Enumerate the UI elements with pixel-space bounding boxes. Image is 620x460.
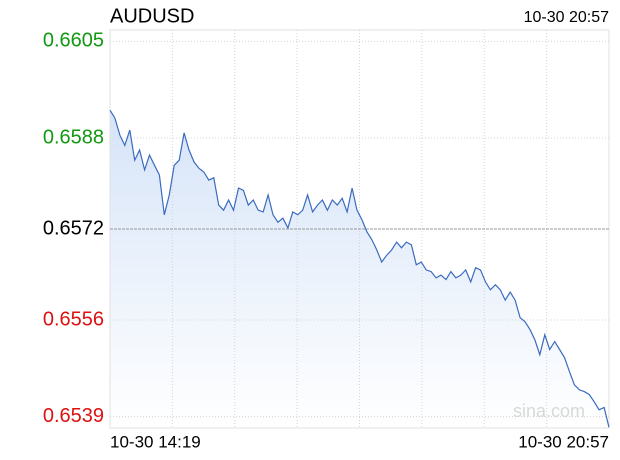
x-tick-label: 10-30 14:19	[110, 432, 201, 451]
line	[109, 109, 610, 428]
y-tick-label: 0.6556	[43, 308, 104, 330]
x-tick-label: 10-30 20:57	[518, 432, 609, 451]
timestamp: 10-30 20:57	[524, 9, 610, 26]
y-tick-label: 0.6588	[43, 126, 104, 148]
y-tick-label: 0.6605	[43, 30, 104, 52]
watermark: sina.com	[513, 401, 585, 421]
area	[110, 110, 609, 428]
y-tick-label: 0.6539	[43, 405, 104, 427]
y-tick-label: 0.6572	[43, 217, 104, 239]
chart-title: AUDUSD	[110, 5, 194, 27]
